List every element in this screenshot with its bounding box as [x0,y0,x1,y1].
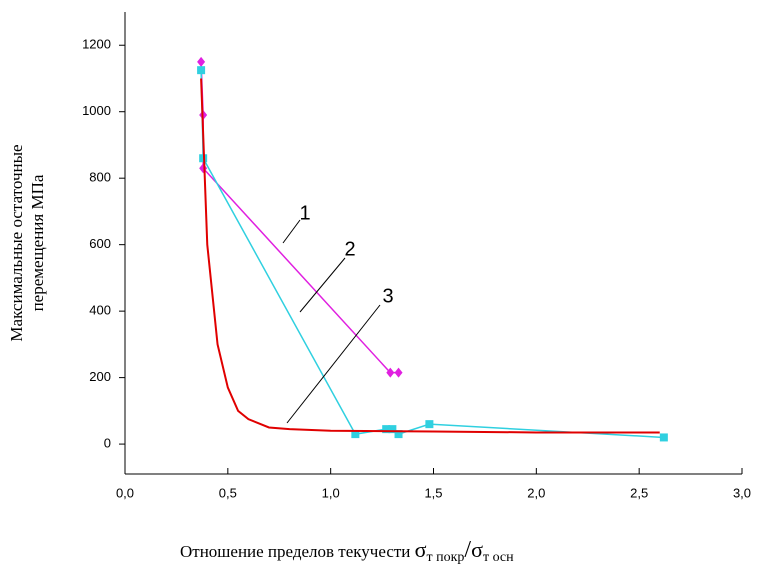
y-tick-label: 200 [89,369,111,384]
annotation-leader [282,219,301,244]
x-axis-label: Отношение пределов текучести σт покр/σт … [180,537,514,565]
point-marker [394,367,403,378]
x-tick-label: 0,5 [219,485,237,500]
point-marker [425,420,434,429]
y-tick-label: 800 [89,170,111,185]
x-label-slash: / [464,537,471,563]
annotation: 1 [299,202,310,224]
point-marker [382,425,391,434]
point-marker [394,430,403,439]
x-tick-label: 2,0 [527,485,545,500]
x-tick-label: 2,5 [630,485,648,500]
y-axis-label: Максимальные остаточные [7,144,26,341]
y-tick-label: 1200 [82,37,111,52]
x-label-sub: т покр [427,550,465,565]
x-label-sigma: σ [415,537,427,562]
y-axis-label: перемещения МПа [28,174,47,311]
y-tick-label: 0 [104,436,111,451]
point-marker [659,433,668,442]
point-marker [197,66,206,75]
y-tick-label: 400 [89,303,111,318]
annotation: 3 [382,285,393,307]
annotation-leader [286,304,381,424]
annotation: 2 [344,238,355,260]
annotation-leader [299,257,346,313]
point-marker [388,425,397,434]
x-tick-label: 1,5 [424,485,442,500]
x-tick-label: 0,0 [116,485,134,500]
point-marker [386,367,395,378]
x-label-sub: т осн [483,550,514,565]
y-tick-label: 1000 [82,103,111,118]
series-line [200,78,660,434]
x-label-text: Отношение пределов текучести [180,542,410,561]
y-tick-label: 600 [89,236,111,251]
x-tick-label: 3,0 [733,485,751,500]
point-marker [351,430,360,439]
point-marker [197,56,206,67]
x-tick-label: 1,0 [322,485,340,500]
x-label-sigma: σ [471,537,483,562]
series-line [200,70,664,439]
